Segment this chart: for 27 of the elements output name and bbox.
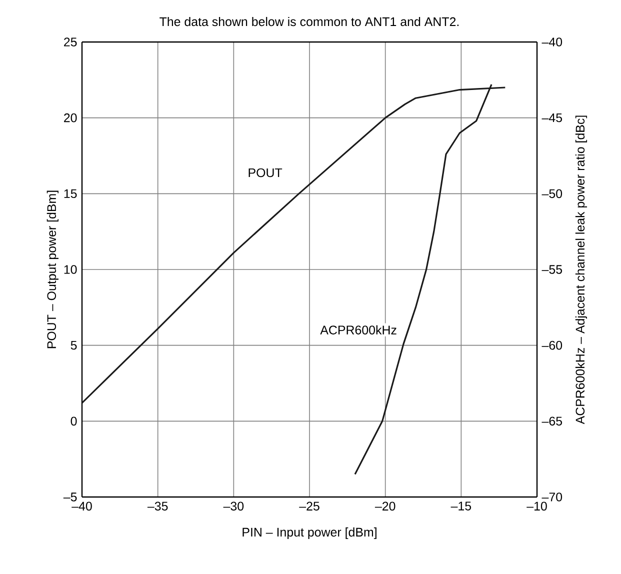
y-tick-label: 15 bbox=[64, 189, 77, 198]
x-tick-label: –15 bbox=[450, 502, 472, 510]
series-label: ACPR600kHz bbox=[320, 325, 396, 334]
x-tick-label: –35 bbox=[147, 502, 168, 511]
y-tick-label: 20 bbox=[64, 113, 77, 122]
x-tick-label: –20 bbox=[374, 502, 396, 511]
y-tick-label: –5 bbox=[63, 492, 77, 502]
y-tick-label: 10 bbox=[64, 265, 77, 274]
x-tick-label: –30 bbox=[223, 502, 244, 511]
y-tick-label: 25 bbox=[64, 38, 77, 46]
y2-tick-label: –45 bbox=[542, 113, 562, 122]
series-label: POUT bbox=[248, 168, 282, 178]
y-tick-label: 5 bbox=[70, 340, 77, 350]
y2-tick-label: –40 bbox=[542, 38, 562, 46]
x-tick-label: –40 bbox=[72, 502, 92, 511]
y2-tick-label: –70 bbox=[542, 492, 562, 502]
y2-tick-label: –60 bbox=[542, 340, 562, 350]
x-tick-label: –25 bbox=[299, 502, 320, 511]
x-axis-title: PIN – Input power [dBm] bbox=[242, 527, 376, 540]
y2-tick-label: –50 bbox=[542, 189, 562, 198]
y-axis-title: POUT – Output power [dBm] bbox=[46, 190, 58, 348]
x-tick-label: –10 bbox=[526, 502, 547, 511]
chart-title: The data shown below is common to ANT1 and ANT2. bbox=[160, 16, 459, 26]
y2-tick-label: –65 bbox=[542, 416, 562, 426]
y2-axis-title: ACPR600kHz – Adjacent channel leak power ratio [dBc] bbox=[575, 116, 588, 424]
y2-tick-label: –55 bbox=[542, 265, 562, 274]
y-tick-label: 0 bbox=[70, 416, 77, 426]
